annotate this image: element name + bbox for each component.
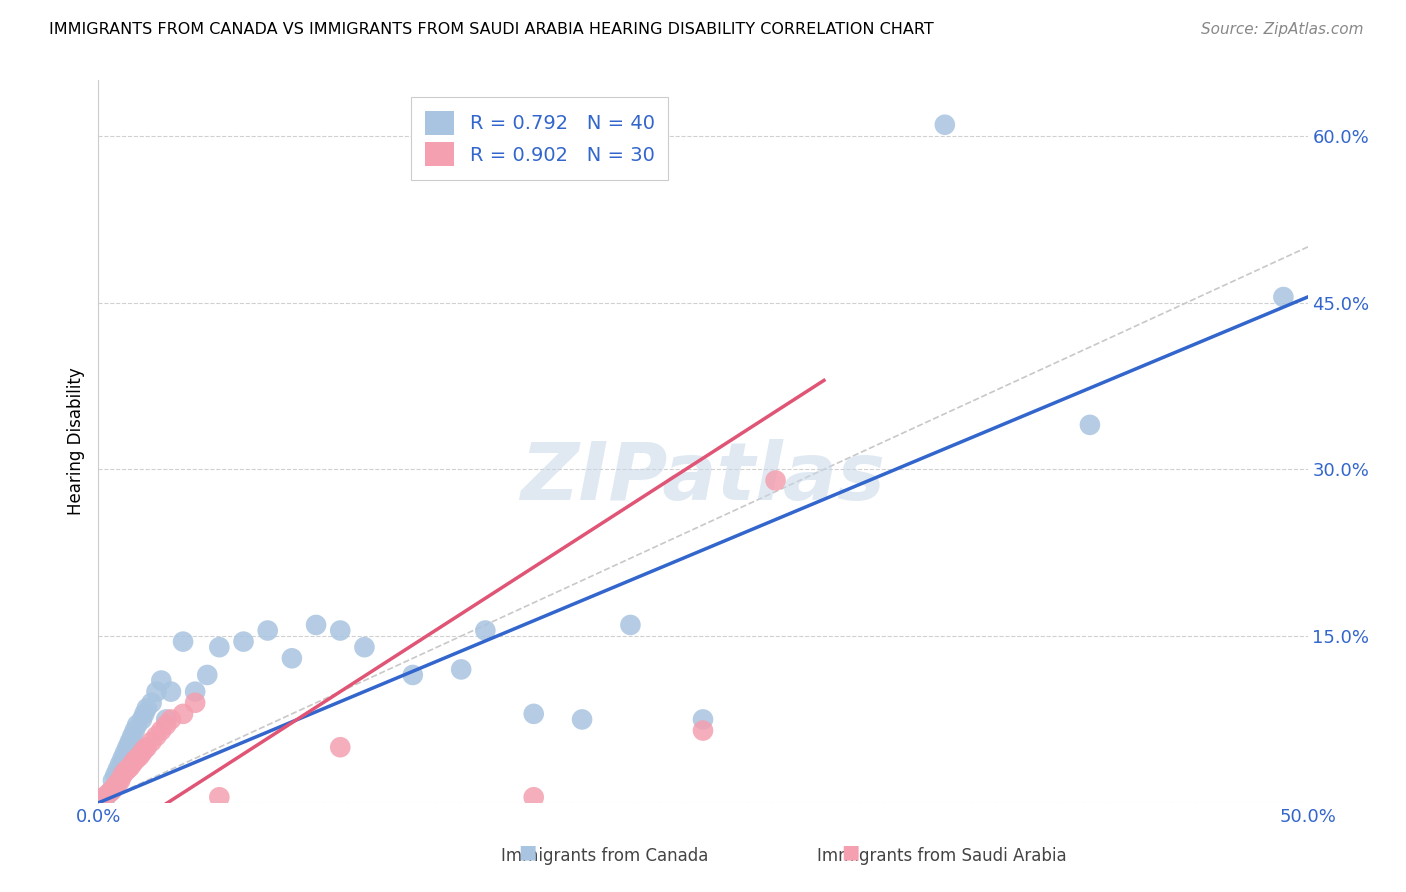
Point	[111, 768, 134, 782]
Point	[160, 713, 183, 727]
Point	[353, 640, 375, 655]
Point	[150, 723, 173, 738]
Point	[523, 790, 546, 805]
Point	[195, 668, 218, 682]
Point	[124, 723, 146, 738]
Point	[172, 706, 194, 721]
Point	[141, 734, 163, 748]
Point	[1078, 417, 1101, 432]
Point	[117, 740, 139, 755]
Point	[172, 634, 194, 648]
Point	[114, 746, 136, 760]
Point	[121, 729, 143, 743]
Point	[104, 779, 127, 793]
Point	[523, 706, 546, 721]
Point	[150, 673, 173, 688]
Point	[329, 624, 352, 638]
Point	[107, 776, 129, 790]
Point	[100, 785, 122, 799]
Point	[124, 754, 146, 768]
Point	[141, 696, 163, 710]
Text: IMMIGRANTS FROM CANADA VS IMMIGRANTS FROM SAUDI ARABIA HEARING DISABILITY CORREL: IMMIGRANTS FROM CANADA VS IMMIGRANTS FRO…	[49, 22, 934, 37]
Point	[121, 756, 143, 771]
Point	[118, 734, 141, 748]
Point	[94, 790, 117, 805]
Point	[107, 763, 129, 777]
Point	[114, 764, 136, 779]
Point	[329, 740, 352, 755]
Point	[108, 756, 131, 771]
Point	[101, 782, 124, 797]
Point	[117, 763, 139, 777]
Point	[91, 790, 114, 805]
Point	[765, 474, 787, 488]
Point	[1272, 290, 1295, 304]
Point	[281, 651, 304, 665]
Point	[135, 740, 157, 755]
Point	[155, 718, 177, 732]
Point	[101, 773, 124, 788]
Point	[97, 787, 120, 801]
Point	[256, 624, 278, 638]
Point	[134, 742, 156, 756]
Point	[692, 713, 714, 727]
Point	[232, 634, 254, 648]
Point	[692, 723, 714, 738]
Point	[184, 696, 207, 710]
Point	[571, 713, 593, 727]
Point	[145, 684, 167, 698]
Point	[131, 713, 153, 727]
Point	[100, 785, 122, 799]
Point	[619, 618, 641, 632]
Text: Source: ZipAtlas.com: Source: ZipAtlas.com	[1201, 22, 1364, 37]
Point	[934, 118, 956, 132]
Y-axis label: Hearing Disability: Hearing Disability	[66, 368, 84, 516]
Point	[131, 746, 153, 760]
Point	[134, 706, 156, 721]
Text: ■: ■	[841, 843, 860, 862]
Text: Immigrants from Saudi Arabia: Immigrants from Saudi Arabia	[817, 847, 1067, 865]
Point	[135, 701, 157, 715]
Point	[450, 662, 472, 676]
Point	[402, 668, 425, 682]
Point	[128, 749, 150, 764]
Point	[127, 718, 149, 732]
Point	[155, 713, 177, 727]
Point	[127, 751, 149, 765]
Point	[104, 768, 127, 782]
Point	[305, 618, 328, 632]
Point	[208, 790, 231, 805]
Point	[184, 684, 207, 698]
Point	[111, 751, 134, 765]
Point	[118, 760, 141, 774]
Text: ■: ■	[517, 843, 537, 862]
Text: Immigrants from Canada: Immigrants from Canada	[501, 847, 709, 865]
Point	[145, 729, 167, 743]
Point	[160, 684, 183, 698]
Legend: R = 0.792   N = 40, R = 0.902   N = 30: R = 0.792 N = 40, R = 0.902 N = 30	[412, 97, 668, 179]
Point	[208, 640, 231, 655]
Text: ZIPatlas: ZIPatlas	[520, 439, 886, 516]
Point	[108, 773, 131, 788]
Point	[474, 624, 496, 638]
